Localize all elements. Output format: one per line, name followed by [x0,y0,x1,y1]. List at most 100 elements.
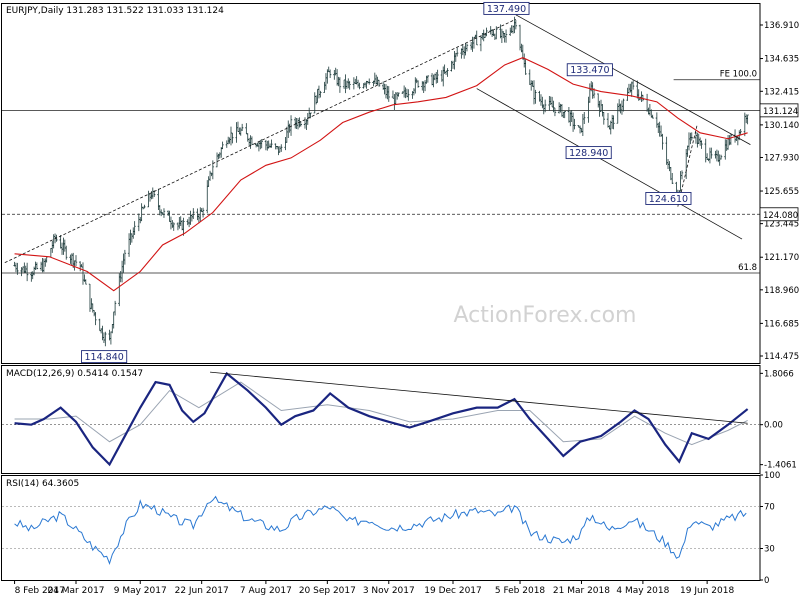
price-bar [206,180,209,214]
price-bar [354,78,357,84]
price-bar [518,24,522,51]
price-bar [178,216,181,229]
price-bar [531,80,534,87]
price-bar [225,140,229,148]
price-bar [658,121,661,137]
price-bar [524,59,527,75]
price-bar [728,135,731,146]
price-bar [303,117,307,129]
price-bar [485,27,488,37]
price-bar [208,170,212,181]
x-axis-label-11: 19 Jun 2018 [680,586,734,596]
panel-frame-2 [1,365,761,474]
price-bar [270,139,273,148]
price-bar [571,112,575,132]
price-bar [622,98,625,112]
annotation-box-4 [81,350,128,364]
trendline-1 [515,14,751,145]
price-bar [127,233,131,257]
price-bar [111,324,114,334]
x-axis-label-5: 20 Sep 2017 [299,586,356,596]
annotation-label-1: 133.470 [570,65,609,76]
price-bar [280,144,283,152]
price-bar [404,87,407,99]
price-bar [690,132,693,141]
x-axis-label-3: 22 Jun 2017 [175,586,229,596]
price-bar [583,111,586,124]
price-bar [686,145,689,157]
price-bar [74,255,78,266]
macd-axis-label-2: -1.4061 [764,461,797,471]
x-axis-label-10: 4 May 2018 [616,586,669,596]
price-bar [267,140,270,149]
price-bar [287,120,290,139]
price-bar [739,128,742,135]
price-bar [376,76,379,86]
price-bar [573,118,576,130]
price-bar [247,137,251,146]
price-bar [182,217,185,236]
price-bar [422,81,425,94]
price-bar [186,219,189,226]
price-bar [435,71,438,84]
price-bar [375,74,378,85]
price-bar [295,117,298,130]
price-bar [453,51,456,70]
price-bar [122,253,125,273]
price-bar [687,132,691,151]
ohlc-values: 131.283 131.522 131.033 131.124 [66,6,224,16]
price-bar [260,139,263,149]
price-bar [278,146,282,153]
price-bar [81,262,85,285]
price-bar [347,78,350,89]
price-bar [363,82,367,88]
price-bar [123,249,127,265]
annotation-label-3: 124.610 [649,194,688,205]
price-bar [190,214,194,222]
price-bar [469,42,473,50]
panel-frame-3 [1,475,761,581]
rsi-axis-label-2: 30 [764,545,775,555]
price-bar [88,283,92,312]
price-bar [333,70,336,80]
trendline-2 [476,88,743,240]
rsi-axis-label-1: 70 [764,503,775,513]
price-bar [328,69,332,79]
trendline-0 [4,18,517,264]
price-bar [591,82,594,99]
price-bar [620,100,624,115]
price-bar [645,93,649,112]
price-bar [169,216,173,230]
price-axis-label: 116.685 [764,319,799,329]
current-price-label: 131.124 [763,107,798,117]
price-bar [557,102,561,114]
price-bar [277,146,280,156]
price-bar [102,332,106,344]
price-axis-label: 114.475 [764,352,799,362]
macd-signal-line [14,381,748,446]
level-axis-label-0: 124.080 [763,211,798,221]
price-bar [509,27,512,36]
price-axis-label: 127.930 [764,153,799,163]
watermark: ActionForex.com [454,303,637,328]
price-bar [118,273,121,307]
price-bar [236,121,240,133]
price-bar [377,79,381,87]
price-bar [171,220,174,228]
price-bar [587,96,590,123]
price-bar [284,137,287,151]
price-bar [65,245,68,260]
price-bar [500,28,504,43]
price-bar [718,154,721,166]
macd-header: MACD(12,26,9) 0.5414 0.1547 [6,369,143,379]
price-bar [112,311,115,329]
price-bar [383,83,386,95]
price-bar [73,260,76,271]
price-bar [356,79,360,88]
price-bar [323,81,326,93]
price-bar [150,191,153,200]
price-bar [397,92,400,97]
annotation-label-2: 128.940 [569,148,608,159]
price-bar [539,94,543,106]
rsi-axis-label-0: 100 [764,471,780,481]
